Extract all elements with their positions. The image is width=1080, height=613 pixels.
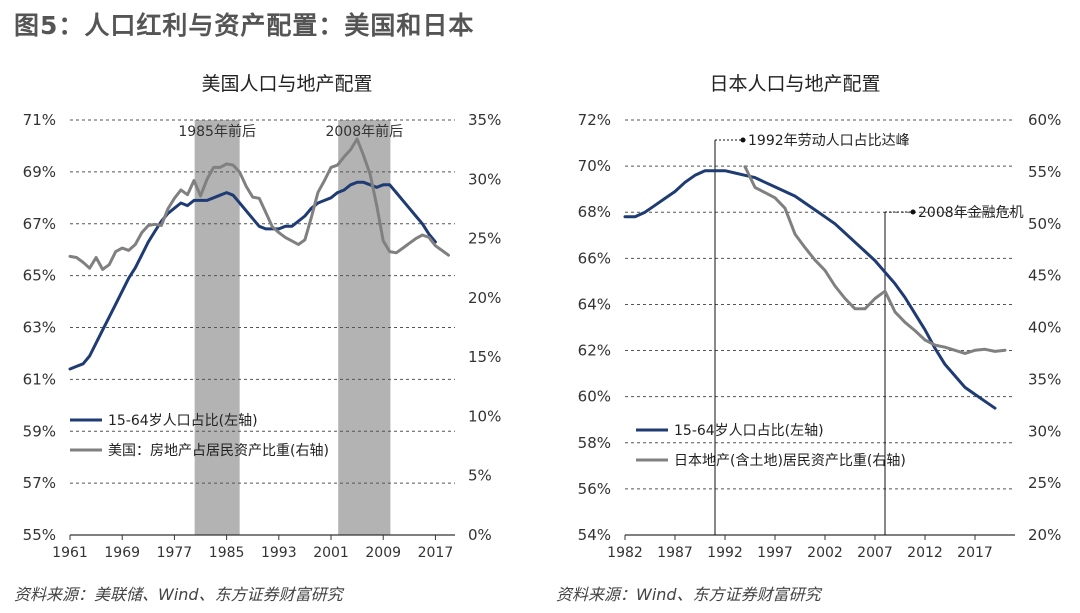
- x-tick-label: 2009: [365, 545, 401, 561]
- y-left-tick-label: 67%: [23, 215, 56, 233]
- real-estate-share-line: [743, 165, 1007, 355]
- y-left-tick-label: 61%: [23, 370, 56, 388]
- real-estate-share-line: [68, 137, 450, 271]
- x-tick-label: 1961: [52, 545, 88, 561]
- y-right-tick-label: 50%: [1028, 215, 1061, 233]
- y-left-tick-label: 62%: [578, 342, 611, 360]
- y-right-tick-label: 35%: [468, 111, 501, 129]
- y-right-tick-label: 55%: [1028, 163, 1061, 181]
- x-tick-label: 1982: [607, 545, 643, 561]
- legend-label: 15-64岁人口占比(左轴): [108, 413, 258, 429]
- y-right-tick-label: 60%: [1028, 111, 1061, 129]
- y-left-tick-label: 55%: [23, 526, 56, 544]
- y-right-tick-label: 5%: [468, 467, 492, 485]
- y-right-tick-label: 20%: [468, 289, 501, 307]
- x-tick-label: 2001: [313, 545, 349, 561]
- x-tick-label: 1985: [209, 545, 245, 561]
- y-left-tick-label: 68%: [578, 203, 611, 221]
- annotation-label: 2008年金融危机: [918, 205, 1024, 221]
- y-left-tick-label: 63%: [23, 319, 56, 337]
- x-tick-label: 2012: [907, 545, 943, 561]
- x-tick-label: 1977: [157, 545, 193, 561]
- y-left-tick-label: 65%: [23, 267, 56, 285]
- y-left-tick-label: 58%: [578, 434, 611, 452]
- y-left-tick-label: 69%: [23, 163, 56, 181]
- y-left-tick-label: 56%: [578, 480, 611, 498]
- y-left-tick-label: 54%: [578, 526, 611, 544]
- annotation-dot: [740, 137, 746, 143]
- y-left-tick-label: 66%: [578, 249, 611, 267]
- chart-title: 日本人口与地产配置: [709, 73, 880, 95]
- annotation-dot: [910, 209, 916, 215]
- y-right-tick-label: 20%: [1028, 526, 1061, 544]
- y-right-tick-label: 0%: [468, 526, 492, 544]
- y-left-tick-label: 60%: [578, 388, 611, 406]
- y-left-tick-label: 59%: [23, 422, 56, 440]
- x-tick-label: 1992: [707, 545, 743, 561]
- y-right-tick-label: 35%: [1028, 370, 1061, 388]
- y-right-tick-label: 25%: [468, 230, 501, 248]
- shaded-period-label: 2008年前后: [325, 123, 403, 140]
- y-right-tick-label: 45%: [1028, 267, 1061, 285]
- x-tick-label: 1969: [104, 545, 140, 561]
- y-left-tick-label: 64%: [578, 295, 611, 313]
- x-tick-label: 2002: [807, 545, 843, 561]
- y-left-tick-label: 70%: [578, 157, 611, 175]
- x-tick-label: 1987: [657, 545, 693, 561]
- legend-label: 日本地产(含土地)居民资产比重(右轴): [674, 453, 906, 469]
- y-right-tick-label: 25%: [1028, 474, 1061, 492]
- source-note-left: 资料来源：美联储、Wind、东方证券财富研究: [14, 585, 343, 604]
- y-right-tick-label: 30%: [468, 170, 501, 188]
- x-tick-label: 2007: [857, 545, 893, 561]
- y-right-tick-label: 30%: [1028, 422, 1061, 440]
- annotation-label: 1992年劳动人口占比达峰: [748, 133, 910, 149]
- figure-title: 图5：人口红利与资产配置：美国和日本: [14, 11, 475, 40]
- x-tick-label: 1997: [757, 545, 793, 561]
- y-left-tick-label: 57%: [23, 474, 56, 492]
- x-tick-label: 1993: [261, 545, 297, 561]
- y-left-tick-label: 72%: [578, 111, 611, 129]
- chart-title: 美国人口与地产配置: [201, 73, 372, 95]
- y-right-tick-label: 15%: [468, 348, 501, 366]
- x-tick-label: 2017: [418, 545, 454, 561]
- legend-label: 15-64岁人口占比(左轴): [674, 423, 824, 439]
- y-right-tick-label: 40%: [1028, 319, 1061, 337]
- legend-label: 美国：房地产占居民资产比重(右轴): [108, 443, 329, 459]
- population-line: [68, 180, 437, 371]
- x-tick-label: 2017: [957, 545, 993, 561]
- y-left-tick-label: 71%: [23, 111, 56, 129]
- y-right-tick-label: 10%: [468, 407, 501, 425]
- source-note-right: 资料来源：Wind、东方证券财富研究: [556, 585, 821, 604]
- shaded-period-label: 1985年前后: [178, 123, 256, 140]
